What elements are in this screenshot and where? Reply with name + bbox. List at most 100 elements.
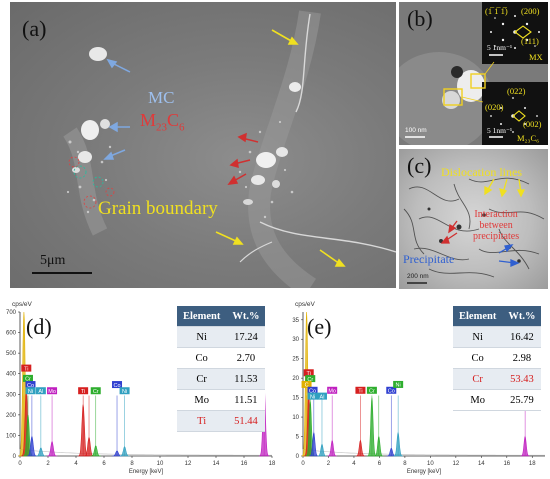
element-tag: Ni (310, 394, 315, 400)
table-row: Cr 53.43 (453, 368, 542, 390)
tem-dislocation-panel: (c) Dislocation lines Interaction betwee… (399, 149, 548, 289)
sem-texture (32, 10, 396, 288)
element-tag-box (355, 386, 366, 394)
table-cell: 53.43 (502, 368, 542, 390)
saed-top-index-1: (1̅ 1̅ 1̅) (485, 6, 508, 16)
element-tag-box (112, 381, 123, 389)
element-tag-box (119, 387, 130, 395)
x-tick-label: 8 (403, 461, 407, 467)
y-tick-label: 300 (6, 392, 17, 398)
element-tag: Cr (93, 389, 99, 395)
table-header-cell: Wt.% (226, 306, 266, 327)
x-tick-label: 6 (378, 461, 382, 467)
element-tag: Co (114, 383, 121, 389)
saed-bottom-index-1: (022) (507, 86, 526, 96)
y-tick-label: 200 (6, 413, 17, 419)
element-tag: Al (38, 389, 43, 395)
tem-c-texture (403, 177, 545, 284)
x-tick-label: 0 (18, 461, 22, 467)
saed-bottom-phase: M₂₃C₆ (517, 133, 540, 143)
element-tag-box (327, 386, 338, 394)
element-tag: Cr (307, 377, 313, 383)
element-tag-box (316, 392, 327, 400)
element-tag-box (25, 387, 36, 395)
y-tick-label: 20 (292, 376, 299, 382)
element-tag-box (301, 380, 312, 388)
element-tag-box (305, 375, 316, 383)
table-cell: 25.79 (502, 389, 542, 411)
precipitate-label: Precipitate (403, 252, 455, 266)
table-cell: Mo (453, 389, 503, 411)
sem-image-panel: (a) MC M23C6 Grain boundary 5μm (10, 2, 396, 288)
element-tag-box (386, 386, 397, 394)
table-header-row: Element Wt.% (453, 306, 542, 327)
element-tag: Mo (48, 389, 56, 395)
element-tag: Cr (369, 389, 375, 395)
tem-diffraction-panel: (b) (1̅ 1̅ 1̅) (200) (111) 5 1nm⁻¹ MX (0… (399, 2, 548, 145)
x-tick-label: 10 (157, 461, 164, 467)
y-tick-label: 30 (292, 337, 299, 343)
element-tag: Co (309, 389, 316, 395)
table-cell: 11.51 (226, 389, 266, 411)
table-cell: 11.53 (226, 368, 266, 390)
eds-chart-e: cps/eV 0 5 10 15 20 25 30 35 0 2 4 6 8 10 12 14 16 18 Energ… (292, 301, 545, 475)
table-header-cell: Element (453, 306, 503, 327)
table-row: Cr 11.53 (177, 368, 266, 390)
x-tick-label: 18 (529, 461, 536, 467)
table-cell: Mo (177, 389, 227, 411)
x-axis-label: Energy [keV] (407, 469, 442, 475)
table-cell: 2.70 (226, 347, 266, 369)
x-tick-label: 6 (102, 461, 106, 467)
element-tag-box (366, 386, 377, 394)
spectrum-background (302, 449, 545, 456)
element-tag: Ti (307, 371, 311, 377)
y-tick-label: 700 (6, 310, 17, 316)
y-tick-label: 100 (6, 433, 17, 439)
element-tag-box (47, 387, 58, 395)
panel-a-label: (a) (22, 16, 47, 41)
y-tick-label: 35 (292, 318, 299, 324)
table-row: Ti 51.44 (177, 410, 266, 432)
saed-top-phase: MX (529, 52, 543, 62)
element-tag: Ni (122, 389, 127, 395)
element-tag: Cr (25, 377, 31, 383)
y-unit-label: cps/eV (295, 301, 316, 308)
y-tick-label: 5 (296, 435, 300, 441)
x-tick-label: 10 (427, 461, 434, 467)
mc-label: MC (148, 88, 175, 107)
table-row: Ni 16.42 (453, 326, 542, 348)
x-tick-label: 2 (46, 461, 50, 467)
interaction-label: Interaction between precipitates (473, 209, 520, 242)
y-tick-label: 15 (292, 396, 299, 402)
x-tick-label: 4 (352, 461, 356, 467)
x-tick-label: 16 (241, 461, 248, 467)
panel-e-label: (e) (307, 314, 332, 339)
element-tag-box (35, 387, 46, 395)
element-tag-box (90, 387, 101, 395)
element-tag-box (22, 374, 33, 382)
y-tick-label: 25 (292, 357, 299, 363)
composition-table-d: Element Wt.% Ni 17.24 Co 2.70 Cr 11.53 Mo 11.51 Ti… (177, 306, 266, 432)
table-cell: Ni (453, 326, 503, 348)
element-tag: Ni (28, 389, 33, 395)
x-tick-label: 2 (327, 461, 331, 467)
element-tag-box (78, 387, 89, 395)
saed-bottom-index-2: (020) (485, 102, 504, 112)
table-cell: 51.44 (226, 410, 266, 432)
element-tag-box (303, 369, 314, 377)
element-tag-box (307, 392, 318, 400)
x-tick-label: 12 (185, 461, 192, 467)
grain-boundary-label: Grain boundary (98, 198, 218, 219)
y-tick-label: 600 (6, 331, 17, 337)
composition-table-e: Element Wt.% Ni 16.42 Co 2.98 Cr 53.43 Mo 25.79 (453, 306, 542, 411)
saed-bottom-index-3: (002) (523, 119, 542, 129)
table-cell: Co (177, 347, 227, 369)
x-axis-label: Energy [keV] (129, 469, 164, 475)
y-tick-label: 0 (13, 454, 17, 460)
panel-c-label: (c) (407, 153, 432, 178)
element-tag: Co (27, 383, 34, 389)
element-tag: Ti (358, 389, 362, 395)
saed-top-scale: 5 1nm⁻¹ (487, 43, 513, 52)
table-row: Mo 11.51 (177, 389, 266, 411)
element-tag: C (305, 383, 309, 389)
